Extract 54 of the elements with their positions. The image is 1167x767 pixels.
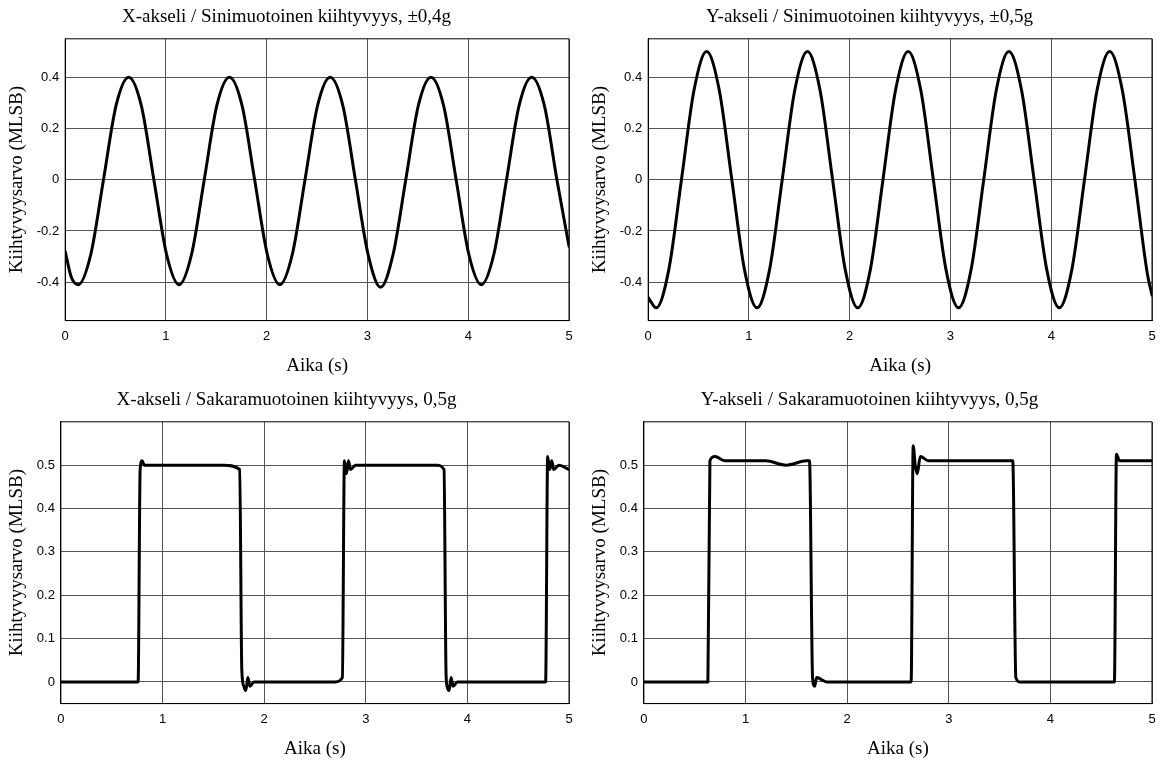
x-tick-label: 4 <box>1047 327 1055 343</box>
y-tick-label: -0.4 <box>36 273 60 289</box>
x-tick-label: 2 <box>846 327 854 343</box>
y-tick-label: -0.2 <box>36 222 60 238</box>
chart-title: Y-akseli / Sakaramuotoinen kiihtyvyys, 0,5g <box>700 388 1039 410</box>
x-tick-label: 1 <box>741 710 750 726</box>
x-tick-label: 1 <box>162 327 170 343</box>
x-tick-label: 3 <box>945 710 953 726</box>
y-axis-title: Kiihtyvyysarvo (MLSB) <box>588 469 611 657</box>
x-tick-label: 5 <box>565 327 573 343</box>
x-tick-label: 4 <box>464 327 472 343</box>
y-tick-label: 0.4 <box>36 500 55 516</box>
x-tick-label: 2 <box>843 710 851 726</box>
y-tick-label: -0.2 <box>619 222 643 238</box>
x-tick-label: 2 <box>260 710 268 726</box>
x-axis-title: Aika (s) <box>867 736 929 759</box>
x-tick-label: 5 <box>1148 327 1156 343</box>
y-tick-label: 0.4 <box>41 68 60 84</box>
y-tick-label: 0.2 <box>41 120 60 136</box>
y-tick-label: 0 <box>634 171 643 187</box>
y-tick-label: 0.3 <box>36 543 55 559</box>
x-tick-label: 5 <box>1148 710 1156 726</box>
x-tick-label: 4 <box>463 710 471 726</box>
y-tick-label: 0.4 <box>619 500 638 516</box>
y-tick-label: -0.4 <box>619 273 643 289</box>
y-axis-title: Kiihtyvyysarvo (MLSB) <box>588 86 611 274</box>
y-tick-label: 0 <box>47 673 55 689</box>
x-tick-label: 3 <box>363 327 372 343</box>
y-axis-title: Kiihtyvyysarvo (MLSB) <box>5 469 28 657</box>
x-tick-label: 3 <box>946 327 955 343</box>
y-tick-label: 0.2 <box>619 586 638 602</box>
chart-title: X-akseli / Sinimuotoinen kiihtyvyys, ±0,4g <box>121 5 452 27</box>
y-tick-label: 0.5 <box>36 456 55 472</box>
y-tick-label: 0.2 <box>624 120 643 136</box>
y-tick-label: 0 <box>630 673 638 689</box>
x-tick-label: 3 <box>362 710 370 726</box>
y-tick-label: 0.1 <box>36 630 55 646</box>
y-tick-label: 0.5 <box>619 456 638 472</box>
chart-title: Y-akseli / Sinimuotoinen kiihtyvyys, ±0,5g <box>705 5 1034 27</box>
y-axis-title: Kiihtyvyysarvo (MLSB) <box>5 86 28 274</box>
x-tick-label: 1 <box>158 710 167 726</box>
y-tick-label: 0 <box>51 171 60 187</box>
x-axis-title: Aika (s) <box>284 736 346 759</box>
y-tick-label: 0.3 <box>619 543 638 559</box>
x-tick-label: 4 <box>1046 710 1054 726</box>
x-axis-title: Aika (s) <box>286 353 348 376</box>
y-tick-label: 0.1 <box>619 630 638 646</box>
x-tick-label: 2 <box>263 327 271 343</box>
y-tick-label: 0.4 <box>624 68 643 84</box>
x-tick-label: 5 <box>565 710 573 726</box>
chart-title: X-akseli / Sakaramuotoinen kiihtyvyys, 0,5g <box>116 388 457 410</box>
x-axis-title: Aika (s) <box>869 353 931 376</box>
x-tick-label: 1 <box>745 327 753 343</box>
y-tick-label: 0.2 <box>36 586 55 602</box>
